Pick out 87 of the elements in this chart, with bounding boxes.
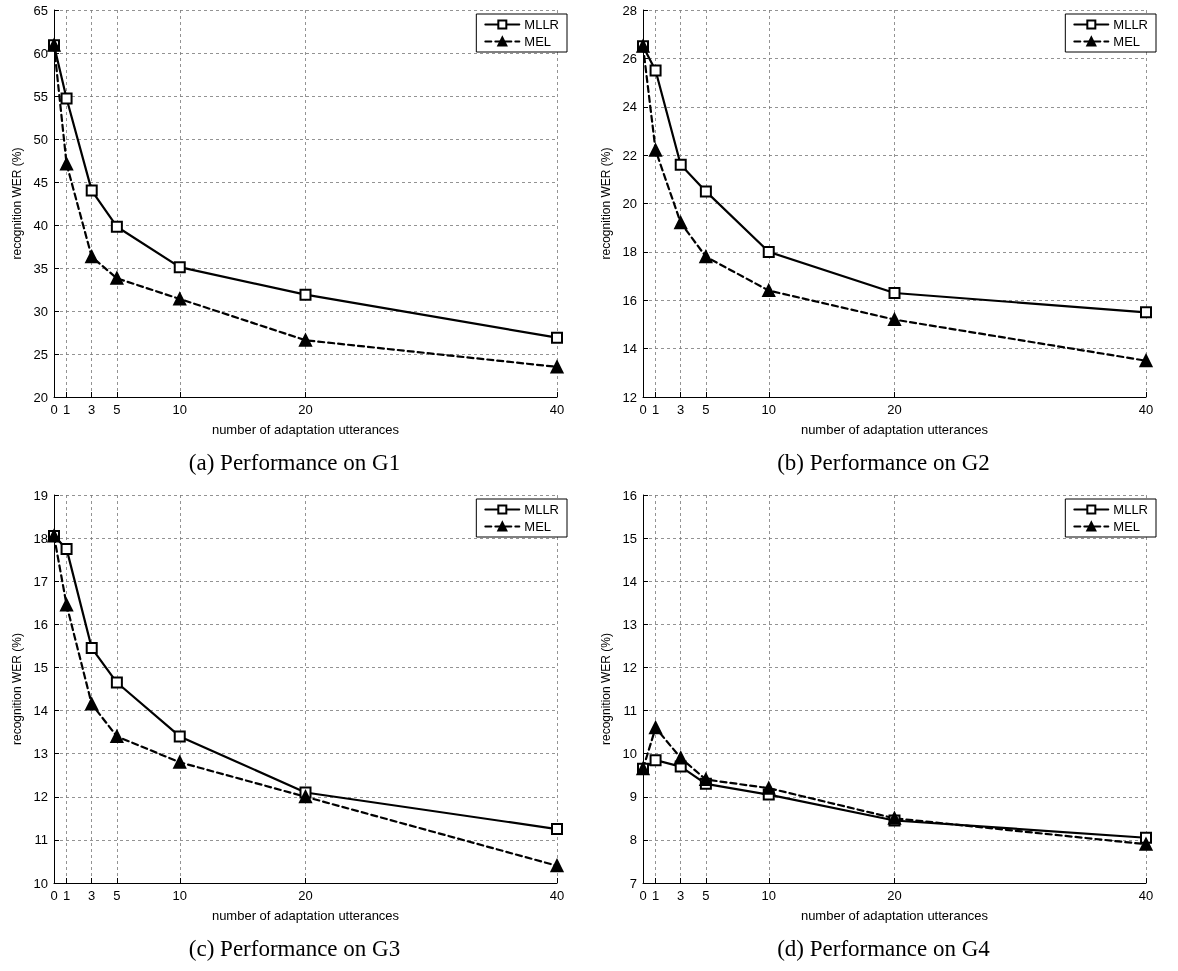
x-axis-title: number of adaptation utterances (800, 908, 989, 923)
x-tick-label: 1 (651, 402, 660, 417)
y-tick-label: 13 (622, 616, 637, 632)
legend-label: MEL (1113, 34, 1141, 49)
y-tick-label: 24 (622, 99, 637, 115)
text: (d) Performance on G4 (777, 936, 991, 961)
y-tick-label: 16 (33, 616, 48, 632)
y-tick-label: 12 (33, 789, 48, 805)
y-tick-label: 8 (629, 832, 637, 848)
text: (a) Performance on G1 (188, 450, 401, 475)
y-tick-label: 40 (33, 217, 48, 233)
y-tick-label: 20 (33, 389, 48, 405)
x-tick-label: 0 (639, 888, 647, 903)
legend-label: MLLR (524, 502, 560, 517)
x-tick-label: 0 (50, 402, 58, 417)
y-tick-label: 16 (622, 487, 637, 503)
y-tick-label: 12 (622, 389, 637, 405)
y-tick-label: 22 (622, 147, 637, 163)
x-tick-label: 10 (761, 888, 776, 903)
legend-label: MEL (524, 34, 552, 49)
legend-label: MLLR (524, 17, 560, 32)
y-tick-label: 28 (622, 2, 637, 18)
y-tick-label: 50 (33, 131, 48, 147)
x-tick-label: 5 (113, 402, 121, 417)
y-tick-label: 45 (33, 174, 48, 190)
x-tick-label: 10 (761, 402, 776, 417)
x-tick-label: 0 (639, 402, 647, 417)
x-tick-label: 3 (677, 888, 685, 903)
y-tick-label: 19 (33, 487, 48, 503)
y-tick-label: 15 (622, 530, 637, 546)
y-tick-label: 11 (34, 832, 48, 848)
x-tick-label: 20 (887, 888, 902, 903)
x-tick-label: 1 (651, 888, 660, 903)
x-tick-label: 20 (298, 402, 313, 417)
x-tick-label: 1 (62, 888, 71, 903)
x-axis-title: number of adaptation utterances (211, 908, 400, 923)
x-tick-label: 5 (702, 402, 710, 417)
legend-label: MEL (524, 519, 552, 534)
x-axis-title: number of adaptation utterances (211, 422, 400, 437)
y-tick-label: 7 (629, 875, 637, 891)
x-tick-label: 20 (887, 402, 902, 417)
text: (c) Performance on G3 (188, 936, 401, 961)
x-tick-label: 10 (172, 888, 187, 903)
legend-label: MLLR (1113, 502, 1149, 517)
y-tick-label: 25 (33, 346, 48, 362)
y-tick-label: 26 (622, 50, 637, 66)
y-tick-label: 65 (33, 2, 48, 18)
y-tick-label: 60 (33, 45, 48, 61)
x-tick-label: 3 (88, 402, 96, 417)
x-tick-label: 3 (677, 402, 685, 417)
y-tick-label: 55 (33, 88, 48, 104)
y-axis-title: recognition WER (%) (9, 147, 24, 260)
y-tick-label: 11 (623, 703, 637, 719)
y-tick-label: 18 (622, 244, 637, 260)
x-tick-label: 10 (172, 402, 187, 417)
y-axis-title: recognition WER (%) (598, 632, 613, 746)
y-tick-label: 14 (622, 573, 637, 589)
y-tick-label: 9 (629, 789, 637, 805)
y-tick-label: 10 (33, 875, 48, 891)
x-tick-label: 40 (1138, 888, 1154, 903)
x-tick-label: 5 (702, 888, 710, 903)
y-tick-label: 15 (33, 659, 48, 675)
x-tick-label: 20 (298, 888, 313, 903)
y-axis-title: recognition WER (%) (598, 147, 613, 260)
y-tick-label: 13 (33, 746, 48, 762)
x-tick-label: 3 (88, 888, 96, 903)
x-tick-label: 0 (50, 888, 58, 903)
x-tick-label: 40 (549, 888, 565, 903)
legend-label: MEL (1113, 519, 1141, 534)
y-tick-label: 17 (33, 573, 48, 589)
text: (b) Performance on G2 (777, 450, 990, 475)
y-tick-label: 35 (33, 260, 48, 276)
y-tick-label: 10 (622, 746, 637, 762)
x-tick-label: 5 (113, 888, 121, 903)
y-tick-label: 16 (622, 292, 637, 308)
x-tick-label: 40 (1138, 402, 1154, 417)
x-tick-label: 40 (549, 402, 565, 417)
x-axis-title: number of adaptation utterances (800, 422, 989, 437)
legend-label: MLLR (1113, 17, 1149, 32)
y-tick-label: 18 (33, 530, 48, 546)
y-tick-label: 20 (622, 196, 637, 211)
y-tick-label: 14 (622, 341, 637, 357)
y-axis-title: recognition WER (%) (9, 632, 24, 746)
y-tick-label: 12 (622, 659, 637, 675)
y-tick-label: 30 (33, 303, 48, 319)
x-tick-label: 1 (62, 402, 71, 417)
y-tick-label: 14 (33, 703, 48, 719)
